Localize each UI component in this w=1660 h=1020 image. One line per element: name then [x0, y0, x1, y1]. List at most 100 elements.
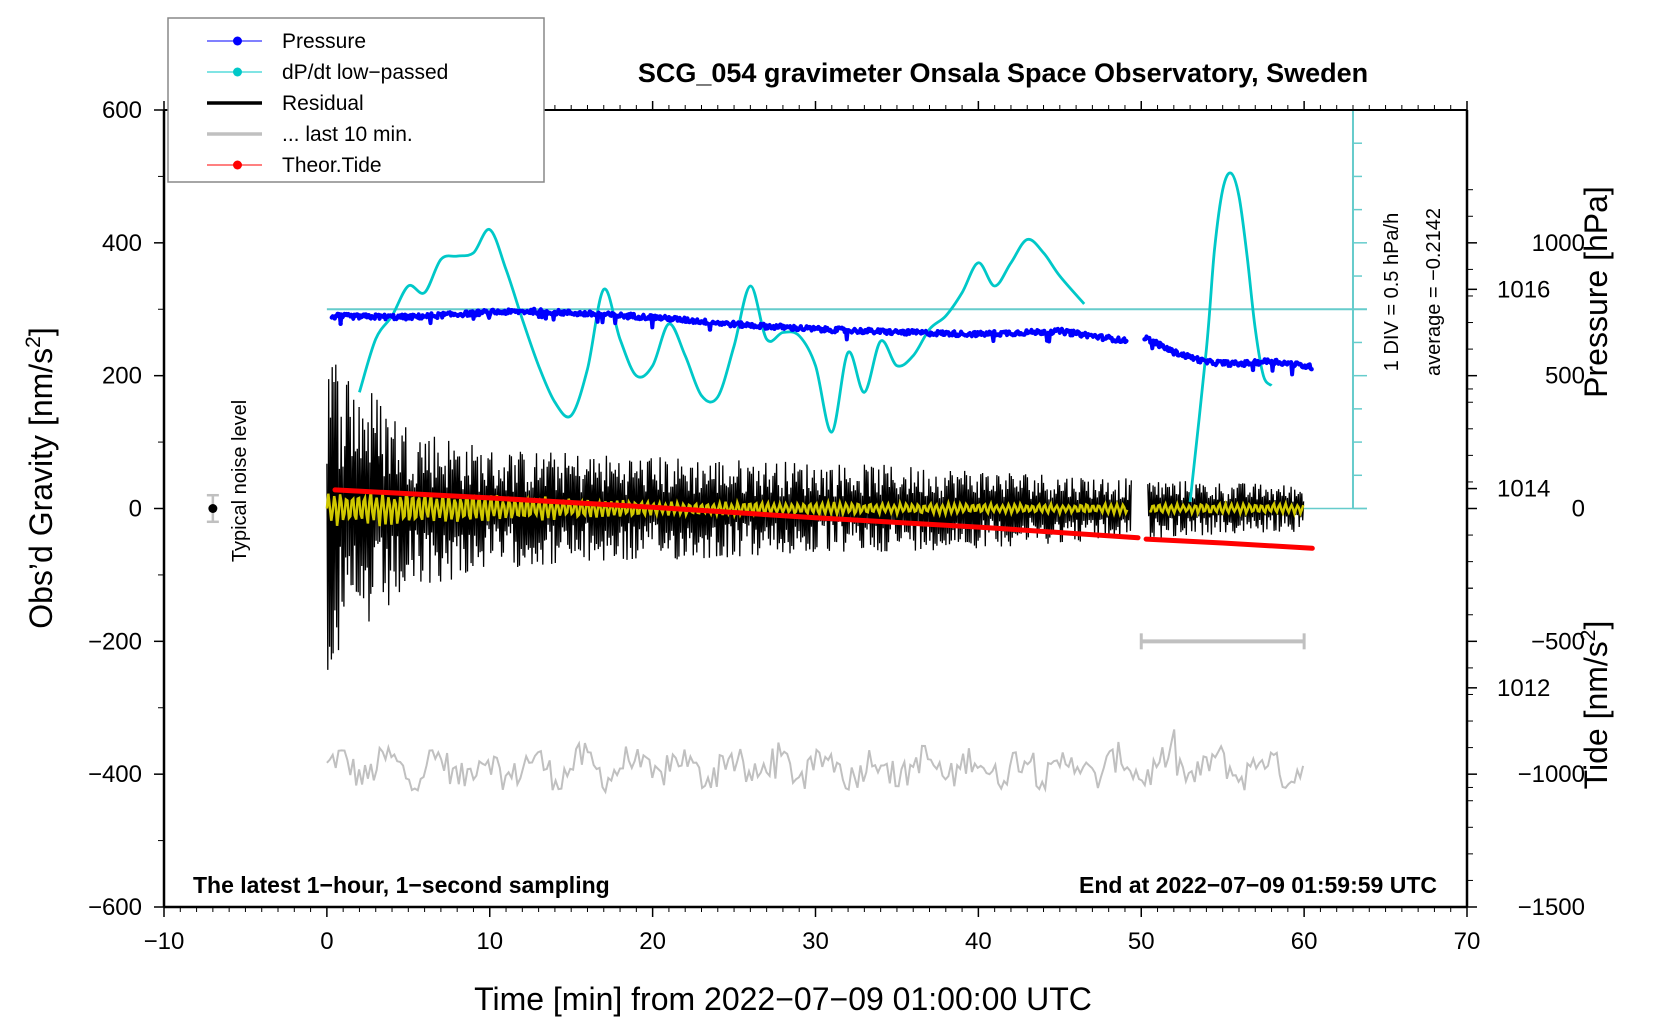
legend-label: Theor.Tide: [282, 154, 382, 177]
pressure-point: [1042, 328, 1047, 334]
pressure-point: [1021, 332, 1026, 337]
pressure-point: [1288, 360, 1294, 365]
pressure-point: [338, 321, 343, 326]
pressure-point: [798, 324, 803, 329]
pressure-point: [816, 324, 821, 330]
pressure-point: [763, 326, 768, 331]
pressure-point: [631, 311, 636, 317]
legend-label: Pressure: [282, 30, 366, 53]
pressure-line: [1143, 334, 1313, 377]
y-axis-title-close: ]: [23, 327, 59, 336]
pressure-point: [1097, 333, 1103, 338]
pressure-point: [1309, 367, 1314, 372]
pressure-point: [839, 325, 845, 330]
pressure-point: [1277, 360, 1282, 365]
legend-item: dP/dt low−passed: [207, 61, 448, 84]
tide-tick-label: −1000: [1518, 761, 1585, 788]
pressure-trace-segment-1: [329, 306, 1129, 345]
tick-label-layer: −10 0 10 20 30 40 50 60 70 −600 −400 −200 0 200 400 600…: [88, 97, 1585, 955]
pressure-point: [737, 321, 742, 326]
pressure-point: [467, 313, 472, 318]
pressure-point: [332, 316, 337, 321]
pressure-point: [429, 311, 434, 316]
tide-axis-title-close: ]: [1578, 621, 1614, 630]
pressure-point: [1306, 362, 1311, 368]
tide-axis-title-sup: 2: [1577, 630, 1600, 642]
legend-item: Pressure: [207, 30, 366, 53]
x-axis-title: Time [min] from 2022−07−09 01:00:00 UTC: [474, 981, 1092, 1017]
pressure-point: [877, 330, 883, 335]
pressure-point: [968, 332, 974, 338]
pressure-point: [757, 325, 762, 331]
chart-title: SCG_054 gravimeter Onsala Space Observat…: [638, 58, 1368, 88]
pressure-point: [1118, 339, 1123, 344]
pressure-point: [998, 333, 1003, 338]
pressure-point: [567, 308, 572, 314]
pressure-point: [1224, 359, 1229, 364]
pressure-point: [1012, 332, 1018, 338]
pressure-tick-label: 1014: [1497, 476, 1550, 503]
y-tick-label: 400: [102, 230, 142, 257]
pressure-point: [464, 309, 469, 314]
pressure-point: [405, 315, 411, 320]
pressure-point: [1145, 335, 1150, 341]
pressure-point: [335, 311, 340, 317]
noise-marker-point: [208, 504, 218, 513]
pressure-point: [704, 321, 710, 326]
pressure-point: [1039, 331, 1044, 337]
pressure-point: [561, 312, 566, 317]
pressure-point: [358, 315, 364, 320]
pressure-point: [1062, 332, 1067, 337]
x-tick-label: 50: [1128, 928, 1155, 955]
legend: Pressure dP/dt low−passed Residual ... last…: [167, 17, 545, 183]
x-tick-label: −10: [144, 928, 185, 955]
pressure-point: [907, 331, 912, 336]
pressure-point: [1103, 336, 1108, 341]
tide-tick-label: 1000: [1532, 230, 1585, 257]
tide-tick-label: 0: [1572, 496, 1585, 523]
pressure-point: [760, 322, 765, 328]
pressure-point: [637, 316, 642, 322]
dpdt-div-label: 1 DIV = 0.5 hPa/h: [1381, 213, 1403, 371]
tide-tick-label: −500: [1531, 628, 1585, 655]
noise-level-label: Typical noise level: [229, 400, 251, 562]
pressure-point: [1303, 365, 1309, 370]
pressure-point: [417, 316, 422, 321]
residual-lowpass-segment-1: [325, 491, 1129, 527]
sampling-note: The latest 1−hour, 1−second sampling: [193, 872, 610, 898]
pressure-point: [822, 329, 827, 334]
x-tick-label: 40: [965, 928, 992, 955]
pressure-point: [1247, 361, 1253, 366]
pressure-point: [531, 306, 537, 312]
pressure-point: [1006, 329, 1012, 334]
pressure-point: [487, 311, 493, 317]
pressure-point: [540, 309, 545, 314]
legend-box: [167, 17, 545, 183]
y-axis-title-sup: 2: [22, 336, 45, 348]
pressure-point: [1259, 359, 1265, 365]
pressure-point: [1256, 362, 1262, 367]
dpdt-average-label: average = −0.2142: [1423, 208, 1445, 376]
pressure-point: [745, 321, 751, 327]
pressure-tick-label: 1012: [1497, 675, 1550, 702]
tide-axis-title-main: Tide [nm/s: [1578, 641, 1614, 789]
pressure-point: [830, 329, 836, 334]
tide-tick-label: −1500: [1518, 894, 1585, 921]
pressure-point: [725, 320, 730, 325]
pressure-point: [948, 332, 953, 337]
last-10-min-trace: [326, 729, 1305, 795]
pressure-point: [707, 327, 713, 332]
pressure-point: [1174, 349, 1180, 354]
pressure-point: [801, 327, 806, 333]
tide-trace-segment-2: [1143, 536, 1315, 551]
legend-swatch-dot: [233, 36, 242, 46]
pressure-point: [1244, 358, 1250, 364]
pressure-trace-segment-2: [1142, 334, 1314, 377]
x-tick-label: 20: [639, 928, 666, 955]
pressure-point: [1212, 361, 1218, 367]
pressure-point: [640, 314, 645, 319]
x-tick-label: 60: [1291, 928, 1318, 955]
legend-label: Residual: [282, 92, 364, 115]
residual-lowpass-segment-2: [1149, 499, 1305, 519]
